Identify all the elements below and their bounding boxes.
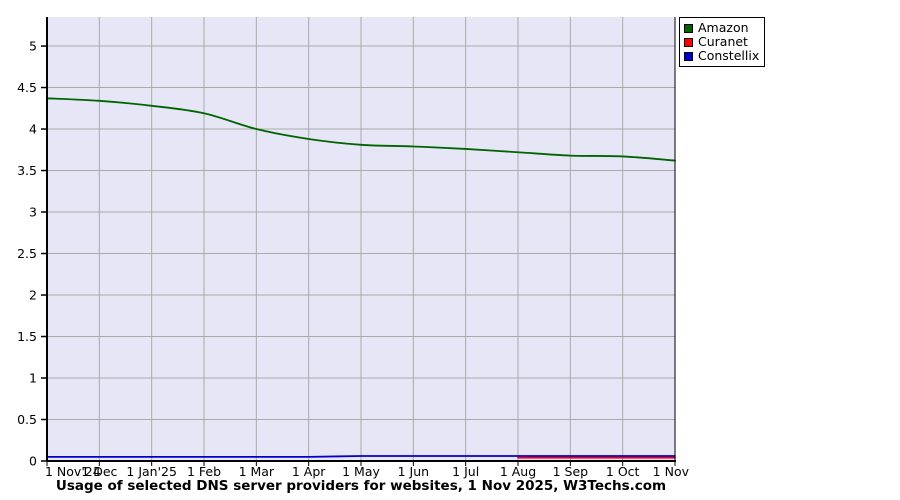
svg-text:1 Dec: 1 Dec bbox=[81, 464, 117, 479]
svg-text:3.5: 3.5 bbox=[17, 163, 37, 178]
vertical-gridlines bbox=[98, 17, 624, 461]
svg-text:1 Oct: 1 Oct bbox=[606, 464, 640, 479]
svg-text:2: 2 bbox=[29, 288, 37, 303]
data-series-layer bbox=[46, 97, 676, 459]
chart-legend: Amazon Curanet Constellix bbox=[679, 17, 766, 67]
series-line-amazon bbox=[46, 97, 676, 162]
svg-text:4: 4 bbox=[29, 122, 37, 137]
svg-text:4.5: 4.5 bbox=[17, 80, 37, 95]
svg-text:1 May: 1 May bbox=[342, 464, 380, 479]
svg-text:1 Nov'24: 1 Nov'24 bbox=[45, 464, 101, 479]
svg-text:1 Mar: 1 Mar bbox=[239, 464, 275, 479]
blue-square-swatch bbox=[684, 51, 693, 61]
y-axis-ticks: 0 0.5 1 1.5 2 2.5 3 3.5 4 4.5 5 bbox=[17, 39, 48, 469]
svg-text:1 Aug: 1 Aug bbox=[500, 464, 536, 479]
svg-text:0.5: 0.5 bbox=[17, 412, 37, 427]
svg-text:1 Sep: 1 Sep bbox=[553, 464, 589, 479]
legend-item-amazon: Amazon bbox=[684, 21, 759, 35]
svg-text:1 Nov: 1 Nov bbox=[653, 464, 690, 479]
legend-label-amazon: Amazon bbox=[698, 20, 749, 35]
legend-label-constellix: Constellix bbox=[698, 48, 760, 63]
svg-text:1 Feb: 1 Feb bbox=[187, 464, 221, 479]
series-line-constellix bbox=[46, 455, 676, 458]
svg-text:1 Jul: 1 Jul bbox=[452, 464, 479, 479]
svg-text:3: 3 bbox=[29, 205, 37, 220]
chart-caption: Usage of selected DNS server providers f… bbox=[55, 478, 667, 494]
legend-label-curanet: Curanet bbox=[698, 34, 748, 49]
svg-text:1 Jun: 1 Jun bbox=[398, 464, 429, 479]
x-axis-ticks: 1 Nov'241 Dec 1 Jan'25 1 Feb 1 Mar 1 Apr 1 Ma… bbox=[45, 461, 690, 479]
green-square-swatch bbox=[684, 23, 693, 33]
axis-lines bbox=[46, 17, 676, 462]
svg-text:5: 5 bbox=[29, 39, 37, 54]
svg-text:1: 1 bbox=[29, 371, 37, 386]
svg-text:1 Apr: 1 Apr bbox=[292, 464, 326, 479]
svg-text:1.5: 1.5 bbox=[17, 329, 37, 344]
svg-text:0: 0 bbox=[29, 454, 37, 469]
red-square-swatch bbox=[684, 37, 693, 47]
svg-text:1 Jan'25: 1 Jan'25 bbox=[126, 464, 177, 479]
svg-text:2.5: 2.5 bbox=[17, 246, 37, 261]
legend-item-constellix: Constellix bbox=[684, 49, 759, 63]
legend-item-curanet: Curanet bbox=[684, 35, 759, 49]
